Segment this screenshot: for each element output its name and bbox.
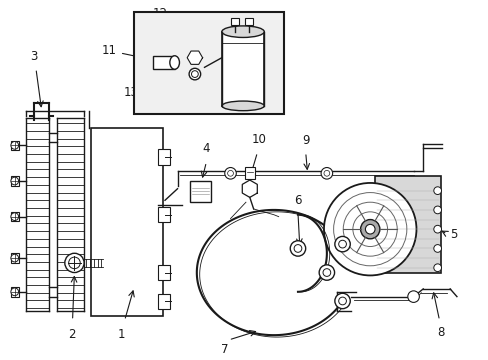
Circle shape (11, 141, 19, 149)
Circle shape (433, 264, 441, 271)
Bar (158, 265, 169, 280)
Bar (11, 140, 19, 150)
Circle shape (338, 297, 346, 305)
Circle shape (319, 265, 334, 280)
Text: 4: 4 (203, 142, 210, 155)
Circle shape (433, 225, 441, 233)
Text: 7: 7 (221, 343, 228, 356)
Bar (134, 12, 283, 113)
Bar (11, 176, 19, 186)
Circle shape (321, 167, 332, 179)
Circle shape (365, 224, 374, 234)
Circle shape (324, 170, 329, 176)
Bar (244, 18, 252, 25)
Text: 13: 13 (124, 86, 139, 99)
Bar (222, 32, 264, 106)
Ellipse shape (189, 68, 200, 80)
Circle shape (11, 254, 19, 262)
Circle shape (11, 213, 19, 221)
Bar (374, 176, 440, 273)
Bar (231, 18, 239, 25)
Circle shape (433, 206, 441, 214)
Circle shape (407, 291, 419, 302)
Circle shape (65, 253, 84, 273)
Circle shape (11, 288, 19, 296)
Circle shape (323, 269, 330, 276)
Circle shape (68, 257, 80, 269)
Bar (11, 212, 19, 221)
Text: 8: 8 (436, 327, 443, 339)
Text: 3: 3 (30, 50, 38, 63)
Circle shape (360, 220, 379, 239)
Bar (190, 181, 211, 202)
Circle shape (293, 244, 301, 252)
Circle shape (338, 240, 346, 248)
Circle shape (224, 167, 236, 179)
Bar (158, 294, 169, 309)
Ellipse shape (169, 56, 179, 69)
Ellipse shape (222, 101, 264, 111)
Bar (11, 287, 19, 297)
Bar (244, 167, 254, 179)
Circle shape (433, 244, 441, 252)
Bar (158, 207, 169, 222)
Text: 9: 9 (301, 134, 309, 147)
Text: 11: 11 (102, 44, 117, 58)
Circle shape (11, 177, 19, 185)
Circle shape (334, 237, 349, 252)
Text: 1: 1 (118, 328, 125, 341)
Bar (158, 149, 169, 165)
Bar (153, 56, 174, 69)
Circle shape (433, 187, 441, 194)
Text: 6: 6 (294, 194, 301, 207)
Ellipse shape (222, 26, 264, 37)
Circle shape (324, 183, 416, 275)
Text: 10: 10 (251, 133, 266, 146)
Bar (11, 253, 19, 263)
Polygon shape (187, 51, 202, 64)
Polygon shape (242, 180, 257, 197)
Text: 5: 5 (449, 228, 457, 240)
Circle shape (290, 241, 305, 256)
Ellipse shape (191, 71, 198, 77)
Circle shape (227, 170, 233, 176)
Circle shape (334, 293, 349, 309)
Bar (91, 128, 163, 316)
Text: 12: 12 (153, 7, 167, 20)
Text: 2: 2 (68, 328, 75, 341)
